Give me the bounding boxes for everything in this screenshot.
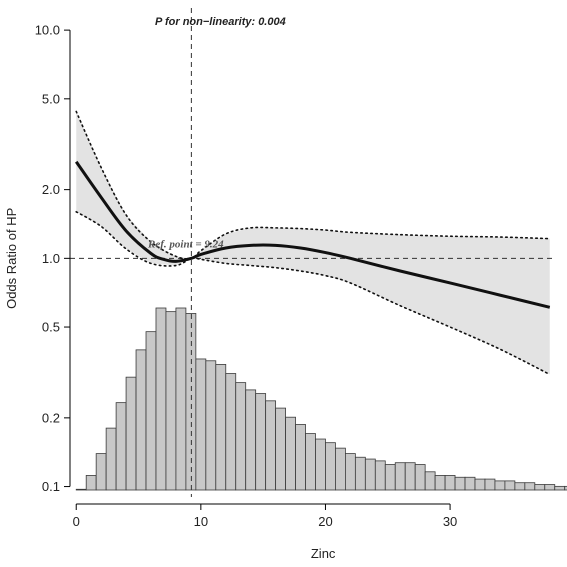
histogram-bar [504, 480, 516, 491]
ci-upper-line [75, 110, 551, 260]
histogram-bar [75, 488, 87, 491]
ci-band [76, 111, 550, 375]
spline-lines [75, 110, 551, 376]
histogram-bar [105, 427, 117, 491]
histogram-bar [335, 447, 346, 491]
histogram-bar [354, 456, 366, 491]
histogram-bar [554, 485, 566, 491]
histogram-bar [544, 484, 556, 491]
x-tick-label: 10 [194, 514, 208, 529]
histogram-bar [384, 464, 396, 491]
histogram [75, 307, 567, 491]
histogram-bar [275, 407, 286, 491]
histogram-bar [524, 482, 536, 491]
histogram-bar [344, 453, 356, 491]
ci-band-area [76, 111, 550, 375]
histogram-bar [424, 471, 436, 491]
histogram-bar [394, 462, 406, 491]
histogram-bar [145, 331, 157, 491]
histogram-bar [215, 364, 227, 491]
x-tick-label: 30 [443, 514, 457, 529]
histogram-bar [135, 349, 147, 491]
histogram-bar [364, 458, 376, 491]
histogram-bar [185, 313, 197, 491]
reference-lines [70, 8, 556, 497]
y-axis-title: Odds Ratio of HP [4, 208, 19, 309]
histogram-bar [514, 482, 526, 491]
histogram-bar [175, 307, 187, 491]
histogram-bar [225, 373, 237, 491]
ci-lower-line [75, 210, 551, 376]
histogram-bar [414, 464, 426, 491]
histogram-bar [235, 382, 247, 491]
p-nonlinearity-annotation: P for non−linearity: 0.004 [155, 16, 286, 28]
ref-point-annotation: Ref. point = 9.24 [147, 238, 224, 250]
histogram-bar [564, 485, 567, 491]
histogram-bar [255, 393, 267, 491]
histogram-bar [325, 442, 336, 491]
histogram-bar [195, 358, 207, 491]
histogram-bar [285, 416, 296, 491]
histogram-bar [95, 453, 107, 491]
histogram-bar [115, 402, 127, 491]
histogram-bar [534, 484, 546, 491]
histogram-bar [484, 478, 496, 491]
y-tick-label: 0.2 [42, 410, 60, 425]
histogram-bar [165, 311, 177, 491]
histogram-bar [494, 480, 506, 491]
histogram-bar [125, 376, 137, 491]
y-tick-label: 10.0 [35, 23, 60, 38]
histogram-bar [305, 433, 316, 491]
histogram-bar [155, 307, 167, 491]
histogram-bar [444, 475, 456, 491]
y-tick-label: 0.5 [42, 320, 60, 335]
x-axis-title: Zinc [311, 546, 336, 561]
histogram-bar [245, 389, 257, 491]
histogram-bar [85, 475, 97, 491]
y-tick-label: 0.1 [42, 479, 60, 494]
histogram-bar [374, 460, 386, 491]
y-tick-label: 1.0 [42, 251, 60, 266]
histogram-bar [315, 438, 326, 491]
histogram-bar [474, 478, 486, 491]
histogram-bar [454, 476, 466, 491]
histogram-bar [464, 476, 476, 491]
histogram-bar [265, 400, 277, 491]
x-tick-label: 0 [73, 514, 80, 529]
estimate-line [75, 160, 551, 309]
histogram-bar [205, 360, 217, 491]
y-tick-label: 5.0 [42, 91, 60, 106]
histogram-bar [404, 462, 416, 491]
histogram-bar [295, 424, 306, 491]
axes: 0.1 0.2 0.5 1.0 2.0 5.0 10.0 0 10 20 30 [35, 23, 458, 529]
x-tick-label: 20 [318, 514, 332, 529]
y-tick-label: 2.0 [42, 182, 60, 197]
histogram-bar [434, 475, 446, 491]
